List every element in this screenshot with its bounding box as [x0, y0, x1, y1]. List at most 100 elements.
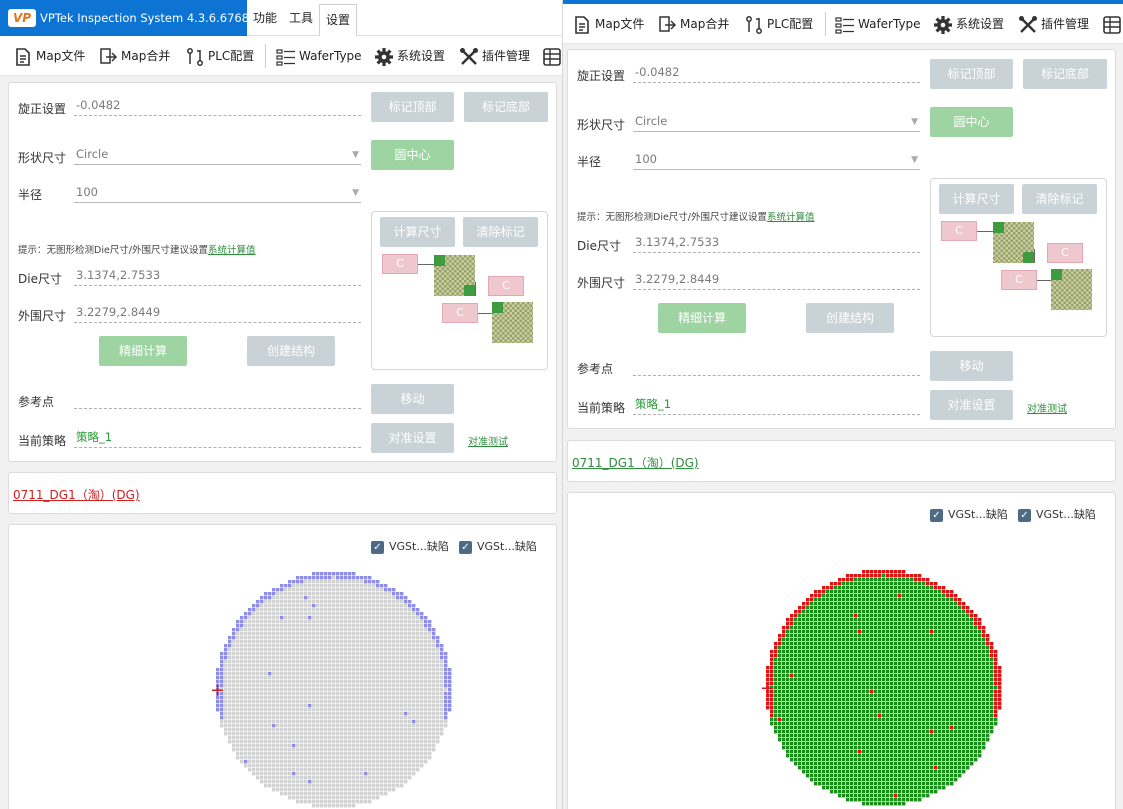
left-pane: VP VPTek Inspection System 4.3.6.6768 功能… — [0, 0, 562, 809]
reference-field[interactable] — [74, 389, 361, 409]
outer-size-field[interactable]: 3.2279,2.8449 — [74, 303, 361, 323]
map-merge-icon — [659, 15, 677, 32]
fine-calc-button[interactable]: 精细计算 — [99, 336, 187, 366]
c-marker[interactable]: C — [1001, 270, 1037, 290]
die-size-field[interactable]: 3.1374,2.7533 — [633, 233, 920, 253]
create-structure-button[interactable]: 创建结构 — [247, 336, 335, 366]
recipe-name[interactable]: 0711_DG1（淘）(DG) — [572, 456, 699, 470]
connector-line — [478, 313, 492, 314]
table-icon — [1103, 15, 1121, 34]
toolbar-map-file[interactable]: Map文件 — [13, 36, 85, 76]
toolbar-system-settings[interactable]: 系统设置 — [933, 4, 1004, 44]
outer-size-label: 外围尺寸 — [577, 276, 626, 290]
system-calc-link[interactable]: 系统计算值 — [208, 245, 256, 256]
shape-select[interactable]: Circle ▼ — [633, 112, 920, 132]
outer-size-field[interactable]: 3.2279,2.8449 — [633, 270, 920, 290]
fine-calc-button[interactable]: 精细计算 — [658, 303, 746, 333]
radius-select[interactable]: 100 ▼ — [74, 183, 361, 203]
align-settings-button[interactable]: 对准设置 — [371, 423, 454, 453]
toolbar-table[interactable] — [1102, 4, 1123, 44]
toolbar-plugin-manager-label: 插件管理 — [1041, 17, 1090, 31]
checkbox-checked-icon[interactable]: ✓ — [1018, 508, 1031, 522]
rotation-field[interactable]: -0.0482 — [633, 63, 920, 83]
die-corner-mark — [993, 222, 1004, 233]
toolbar-plugin-manager[interactable]: 插件管理 — [459, 36, 530, 76]
toolbar-map-file[interactable]: Map文件 — [572, 4, 644, 44]
circle-center-button[interactable]: 圆中心 — [371, 140, 454, 170]
die-corner-mark — [464, 285, 475, 296]
c-marker[interactable]: C — [488, 276, 524, 296]
connector-line — [1037, 280, 1051, 281]
die-size-field[interactable]: 3.1374,2.7533 — [74, 266, 361, 286]
toolbar-map-file-label: Map文件 — [36, 49, 86, 63]
table-icon — [543, 47, 561, 66]
calc-size-button[interactable]: 计算尺寸 — [939, 184, 1014, 214]
toolbar-plugin-manager[interactable]: 插件管理 — [1018, 4, 1089, 44]
rotation-label: 旋正设置 — [18, 102, 67, 116]
wafer-type-icon — [276, 48, 295, 66]
checkbox-checked-icon[interactable]: ✓ — [459, 540, 472, 554]
shape-label: 形状尺寸 — [577, 118, 626, 132]
wafer-type-icon — [835, 16, 854, 34]
shape-select[interactable]: Circle ▼ — [74, 145, 361, 165]
calc-size-button[interactable]: 计算尺寸 — [380, 217, 455, 247]
toolbar-separator — [265, 44, 266, 68]
menu-tools[interactable]: 工具 — [289, 11, 314, 25]
strategy-field[interactable]: 策略_1 — [74, 428, 361, 448]
mark-bottom-button[interactable]: 标记底部 — [464, 92, 548, 122]
align-settings-button[interactable]: 对准设置 — [930, 390, 1013, 420]
move-button[interactable]: 移动 — [371, 384, 454, 414]
radius-select[interactable]: 100 ▼ — [633, 150, 920, 170]
wafer-map[interactable]: + — [756, 563, 1016, 808]
mark-top-button[interactable]: 标记顶部 — [371, 92, 454, 122]
toolbar-map-merge[interactable]: Map合并 — [98, 36, 170, 76]
c-marker[interactable]: C — [1047, 243, 1083, 263]
menu-function[interactable]: 功能 — [253, 11, 278, 25]
create-structure-button[interactable]: 创建结构 — [806, 303, 894, 333]
legend-label: VGSt...缺陷 — [1036, 508, 1096, 521]
c-marker[interactable]: C — [382, 254, 418, 274]
legend-item[interactable]: ✓ VGSt...缺陷 — [1018, 506, 1096, 522]
align-test-link[interactable]: 对准测试 — [468, 437, 508, 448]
map-file-icon — [16, 47, 30, 66]
legend-label: VGSt...缺陷 — [948, 508, 1008, 521]
legend-item[interactable]: ✓ VGSt...缺陷 — [459, 538, 537, 554]
radius-label: 半径 — [18, 188, 43, 202]
system-calc-link[interactable]: 系统计算值 — [767, 212, 815, 223]
legend-item[interactable]: ✓ VGSt...缺陷 — [371, 538, 449, 554]
window-top-accent — [563, 0, 1123, 4]
c-marker[interactable]: C — [941, 221, 977, 241]
c-marker[interactable]: C — [442, 303, 478, 323]
toolbar-wafer-type[interactable]: WaferType — [276, 36, 362, 76]
toolbar: Map文件 Map合并 PLC配置 WaferType 系统设置 插件管理 — [563, 4, 1123, 44]
mark-top-button[interactable]: 标记顶部 — [930, 59, 1013, 89]
toolbar-system-settings[interactable]: 系统设置 — [374, 36, 445, 76]
strategy-field[interactable]: 策略_1 — [633, 395, 920, 415]
wafer-map[interactable]: + — [206, 565, 466, 809]
toolbar-table[interactable] — [542, 36, 562, 76]
toolbar-map-merge[interactable]: Map合并 — [657, 4, 729, 44]
align-test-link[interactable]: 对准测试 — [1027, 404, 1067, 415]
reference-label: 参考点 — [577, 362, 614, 376]
checkbox-checked-icon[interactable]: ✓ — [930, 508, 943, 522]
legend-item[interactable]: ✓ VGSt...缺陷 — [930, 506, 1008, 522]
clear-marks-button[interactable]: 清除标记 — [463, 217, 538, 247]
mark-bottom-button[interactable]: 标记底部 — [1023, 59, 1107, 89]
toolbar-plc-config[interactable]: PLC配置 — [744, 4, 813, 44]
clear-marks-button[interactable]: 清除标记 — [1022, 184, 1097, 214]
toolbar-plugin-manager-label: 插件管理 — [482, 49, 531, 63]
recipe-name[interactable]: 0711_DG1（淘）(DG) — [13, 488, 140, 502]
rotation-field[interactable]: -0.0482 — [74, 96, 361, 116]
circle-center-button[interactable]: 圆中心 — [930, 107, 1013, 137]
toolbar-map-file-label: Map文件 — [595, 17, 645, 31]
menu-settings[interactable]: 设置 — [319, 4, 358, 36]
die-preview — [492, 302, 533, 343]
move-button[interactable]: 移动 — [930, 351, 1013, 381]
toolbar-wafer-type[interactable]: WaferType — [835, 4, 921, 44]
checkbox-checked-icon[interactable]: ✓ — [371, 540, 384, 554]
hint-text-body: 提示：无图形检测Die尺寸/外围尺寸建议设置 — [577, 212, 768, 223]
reference-field[interactable] — [633, 356, 920, 376]
die-corner-mark — [492, 302, 503, 313]
toolbar-plc-config[interactable]: PLC配置 — [185, 36, 254, 76]
map-file-icon — [575, 15, 589, 34]
